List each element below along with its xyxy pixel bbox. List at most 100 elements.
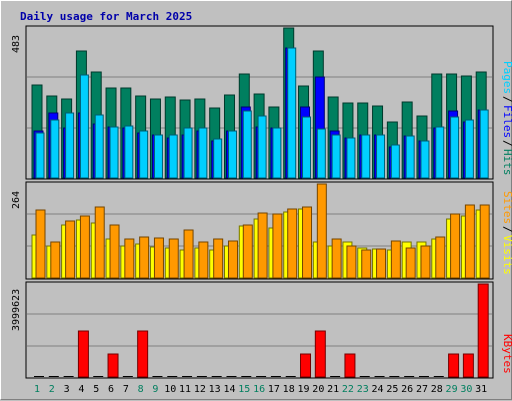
visits-bar-sites xyxy=(213,238,224,279)
hits-panel: 483 Pages / Files / Hits xyxy=(11,25,512,180)
day-label: 16 xyxy=(253,384,265,395)
day-label: 5 xyxy=(93,384,99,395)
day-label: 14 xyxy=(223,384,235,395)
kbytes-bar-kbytes xyxy=(300,353,312,378)
hits-bar-pages xyxy=(257,115,267,179)
hits-bar-pages xyxy=(124,125,134,179)
day-label: 3 xyxy=(64,384,70,395)
visits-bar-sites xyxy=(405,247,416,279)
visits-legend: Sites / Visits xyxy=(501,191,512,275)
day-label: 25 xyxy=(386,384,398,395)
legend-visits: Visits xyxy=(501,235,512,275)
day-label: 9 xyxy=(152,384,158,395)
visits-bar-sites xyxy=(139,236,150,279)
visits-bar-sites xyxy=(50,241,61,279)
hits-bar-pages xyxy=(376,134,386,179)
kbytes-bar-kbytes-empty xyxy=(285,376,296,377)
hits-bar-pages xyxy=(242,110,252,179)
day-label: 21 xyxy=(327,384,339,395)
hits-bar-pages xyxy=(464,119,474,179)
kbytes-bar-kbytes-empty xyxy=(418,376,429,377)
kbytes-bar-kbytes-empty xyxy=(433,376,444,377)
hits-bar-pages xyxy=(198,127,208,179)
visits-bar-sites xyxy=(183,229,194,279)
kbytes-bar-kbytes-empty xyxy=(359,376,370,377)
day-label: 11 xyxy=(179,384,191,395)
visits-bar-sites xyxy=(79,215,90,279)
kbytes-bar-kbytes-empty xyxy=(270,376,281,377)
hits-bar-pages xyxy=(302,116,312,179)
kbytes-panel: 3999623 KBytes xyxy=(11,281,512,379)
day-label: 15 xyxy=(238,384,250,395)
visits-bar-sites xyxy=(35,209,46,279)
kbytes-bar-kbytes xyxy=(137,330,149,378)
visits-bar-sites xyxy=(153,237,164,279)
hits-bar-pages xyxy=(287,47,297,179)
visits-bar-sites xyxy=(479,204,490,279)
kbytes-bar-kbytes-empty xyxy=(63,376,74,377)
day-label: 30 xyxy=(460,384,472,395)
day-label: 19 xyxy=(297,384,309,395)
kbytes-bar-kbytes-empty xyxy=(256,376,267,377)
visits-bar-sites xyxy=(435,236,446,279)
hits-bar-pages xyxy=(361,134,371,179)
visits-axis-max: 264 xyxy=(11,191,22,209)
visits-bar-sites xyxy=(168,238,179,279)
visits-bar-sites xyxy=(198,241,209,279)
visits-bar-sites xyxy=(346,245,357,279)
legend-sites: Sites xyxy=(501,191,512,224)
visits-bar-sites xyxy=(109,224,120,279)
day-label: 12 xyxy=(194,384,206,395)
kbytes-bar-kbytes-empty xyxy=(226,376,237,377)
kbytes-bar-kbytes xyxy=(107,353,119,378)
visits-bar-sites xyxy=(124,238,135,279)
hits-bar-pages xyxy=(346,137,356,179)
kbytes-bar-kbytes xyxy=(344,353,356,378)
day-label: 13 xyxy=(209,384,221,395)
hits-bar-pages xyxy=(272,127,282,179)
day-label: 23 xyxy=(357,384,369,395)
legend-separator: / xyxy=(501,140,512,147)
visits-bar-sites xyxy=(65,220,76,279)
hits-bar-pages xyxy=(168,134,178,179)
chart-title: Daily usage for March 2025 xyxy=(20,10,192,23)
visits-bar-sites xyxy=(450,213,461,279)
kbytes-bar-kbytes-empty xyxy=(122,376,133,377)
kbytes-bar-kbytes-empty xyxy=(93,376,104,377)
visits-bar-sites xyxy=(302,206,313,279)
kbytes-bar-kbytes xyxy=(314,330,326,378)
hits-bar-pages xyxy=(109,126,119,179)
hits-bar-pages xyxy=(390,144,400,179)
visits-bar-sites xyxy=(464,204,475,279)
kbytes-bar-kbytes-empty xyxy=(241,376,252,377)
kbytes-bar-kbytes-empty xyxy=(330,376,341,377)
visits-bar-sites xyxy=(272,213,283,279)
hits-bar-pages xyxy=(479,109,489,179)
kbytes-bar-kbytes-empty xyxy=(211,376,222,377)
day-label: 7 xyxy=(123,384,129,395)
day-label: 28 xyxy=(431,384,443,395)
kbytes-bar-kbytes xyxy=(462,353,474,378)
day-label: 20 xyxy=(312,384,324,395)
kbytes-panel-box xyxy=(25,281,494,379)
hits-legend: Pages / Files / Hits xyxy=(501,61,512,176)
hits-bar-pages xyxy=(79,74,89,179)
hits-bar-pages xyxy=(213,138,223,179)
day-label: 31 xyxy=(475,384,487,395)
day-label: 8 xyxy=(138,384,144,395)
hits-bar-pages xyxy=(139,130,149,179)
visits-bar-sites xyxy=(287,208,298,279)
visits-panel: 264 Sites / Visits xyxy=(11,181,512,280)
hits-bar-pages xyxy=(227,130,237,179)
kbytes-legend: KBytes xyxy=(501,334,512,374)
day-label: 26 xyxy=(401,384,413,395)
day-label: 27 xyxy=(416,384,428,395)
hits-bar-pages xyxy=(183,127,193,179)
kbytes-bar-kbytes-empty xyxy=(389,376,400,377)
kbytes-bar-kbytes-empty xyxy=(374,376,385,377)
day-label: 1 xyxy=(34,384,40,395)
kbytes-axis-max: 3999623 xyxy=(11,289,22,331)
visits-bar-sites xyxy=(257,212,268,279)
